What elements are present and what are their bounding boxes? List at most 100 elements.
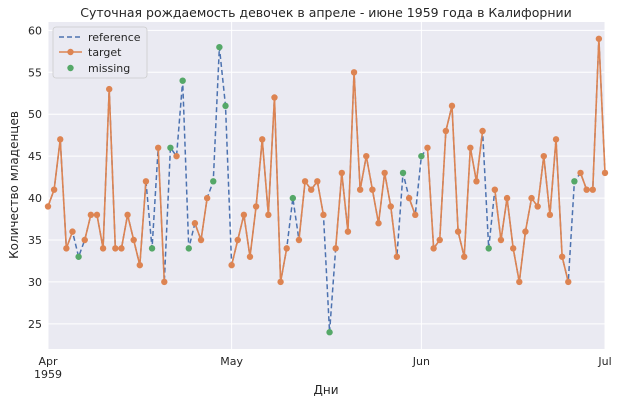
x-tick-sublabel: 1959 [34,368,62,381]
target-point [363,152,370,160]
target-point [50,186,58,193]
target-point [350,69,358,76]
target-point [522,228,529,235]
target-point [69,228,76,235]
target-point [63,245,70,252]
target-point [197,236,205,244]
target-point [234,236,241,244]
legend-box [52,26,148,79]
target-point [534,203,541,210]
target-point [228,261,235,269]
target-point [509,245,517,252]
target-point [277,278,284,286]
target-point [442,127,450,135]
target-point [124,211,131,219]
target-point [240,211,248,219]
target-point [301,178,309,185]
target-series-line [426,105,484,257]
x-tick-label: Apr [38,355,58,368]
target-point [387,203,394,210]
missing-point [75,253,82,260]
x-tick-label: Jun [412,355,430,368]
target-point [516,278,523,286]
target-point [461,253,468,260]
target-point [136,261,144,269]
missing-point [571,178,578,185]
target-point [436,236,443,244]
target-point [44,203,52,210]
target-point [589,186,596,193]
target-point [106,85,113,93]
target-point [314,178,321,185]
legend-missing-marker [67,64,74,72]
target-point [467,144,474,151]
target-point [473,178,480,185]
target-point [320,211,327,219]
target-point [528,194,535,202]
target-point [381,169,388,177]
target-point [405,194,413,202]
target-point [142,178,150,185]
target-point [130,236,137,244]
missing-point [179,77,186,84]
target-point [503,194,511,202]
legend: reference target missing [52,26,148,79]
target-point [112,245,119,252]
chart-title: Суточная рождаемость девочек в апреле - … [80,5,572,20]
y-tick-label: 45 [28,150,42,163]
target-point [265,211,272,219]
y-tick-label: 55 [28,66,42,79]
missing-point [185,245,192,252]
target-point [601,169,609,177]
target-point [173,152,180,160]
legend-missing-label: missing [88,62,130,75]
target-point [412,211,419,219]
missing-point [167,144,174,151]
legend-target-marker [67,48,74,56]
target-point [203,194,211,202]
target-point [424,144,431,151]
target-point [161,278,168,286]
missing-point [289,194,297,202]
x-tick-label: May [220,355,243,368]
y-tick-label: 25 [28,318,42,331]
missing-point [326,329,333,336]
target-point [356,186,364,193]
y-axis-label: Количество младенцев [7,111,21,259]
target-point [118,245,125,252]
missing-point [485,245,492,252]
series-layer [44,35,609,336]
missing-point [210,178,217,185]
target-point [259,136,266,143]
y-tick-labels: 25 30 35 40 45 50 55 60 [28,24,42,330]
target-series-line [230,97,288,283]
x-tick-label: Jul [597,355,611,368]
missing-point [148,245,156,252]
y-tick-label: 40 [28,192,42,205]
target-point [540,152,547,160]
target-point [87,211,95,219]
target-point [552,136,560,143]
target-series-line [157,147,166,282]
target-point [191,220,199,227]
target-point [369,186,376,193]
target-point [332,245,339,252]
missing-point [399,169,407,177]
target-point [295,236,303,244]
target-point [271,94,278,101]
y-tick-label: 30 [28,276,42,289]
x-axis-label: Дни [313,383,338,397]
y-tick-label: 50 [28,108,42,121]
target-point [583,186,590,193]
target-point [491,186,499,193]
target-point [246,253,254,260]
target-point [344,228,352,235]
target-point [497,236,505,244]
target-point [479,127,486,135]
target-point [338,169,346,177]
target-point [393,253,401,260]
target-point [448,102,456,110]
target-point [283,245,290,252]
